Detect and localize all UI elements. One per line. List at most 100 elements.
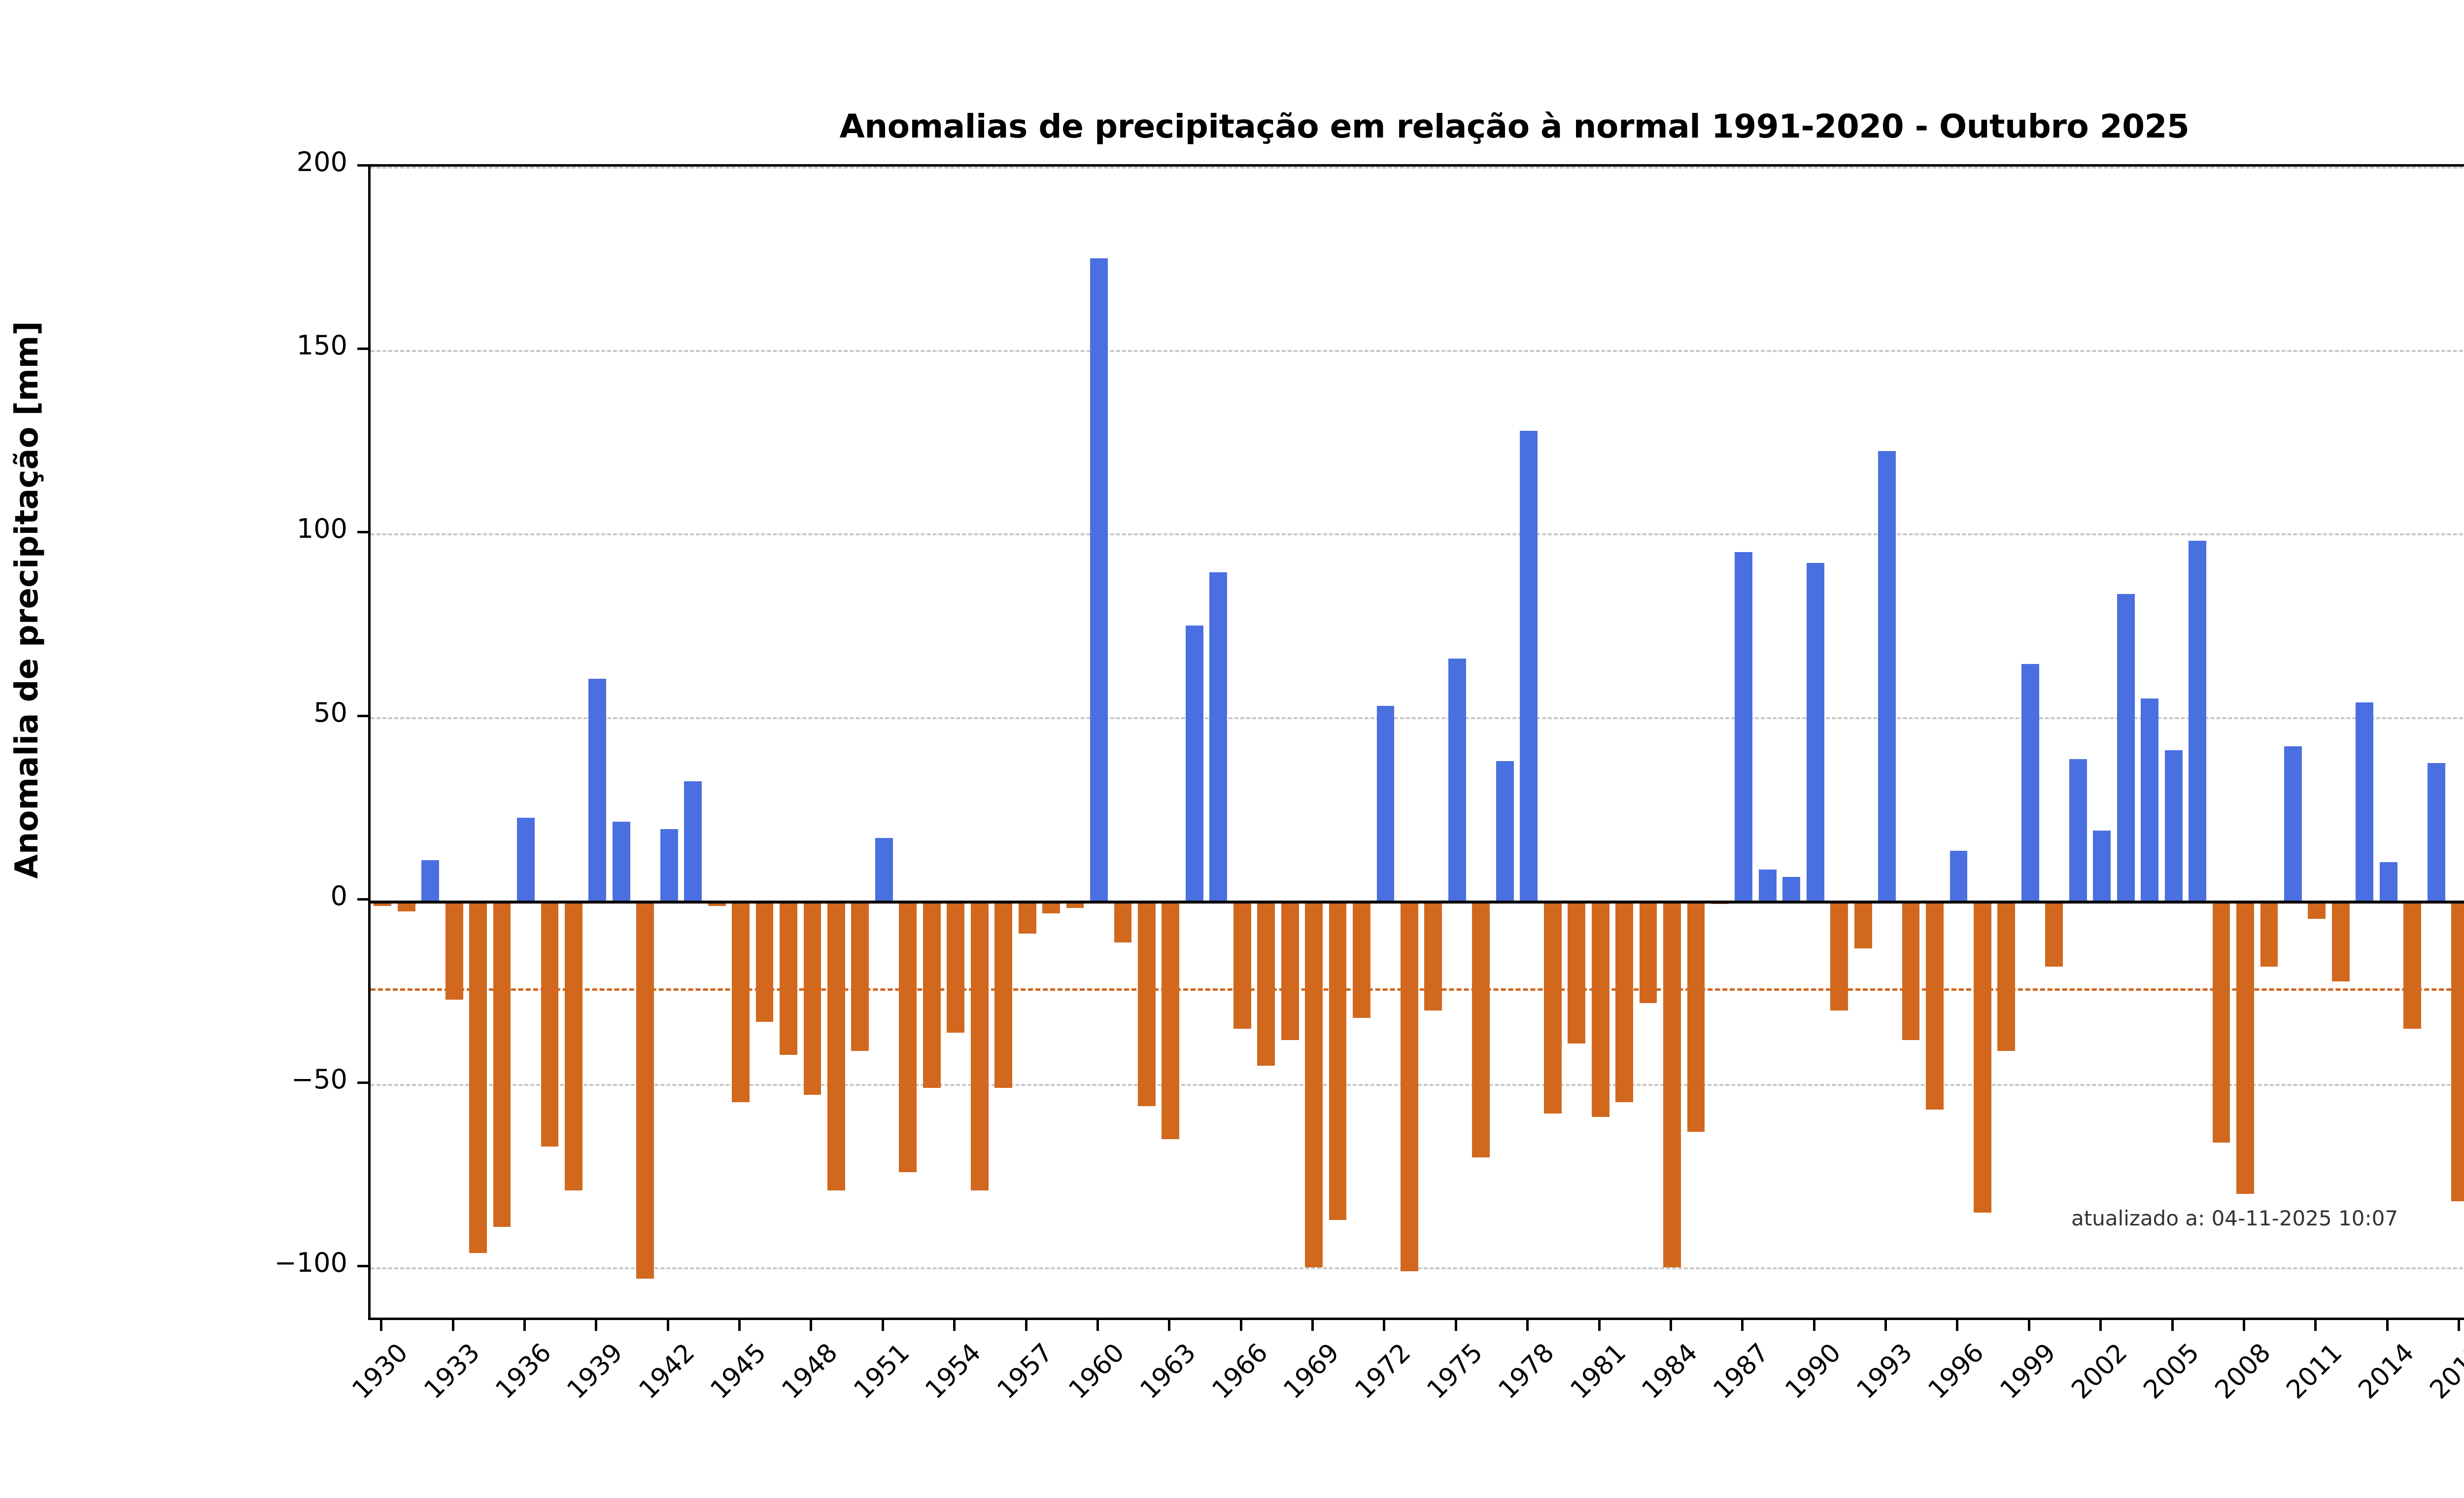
bar-1983[interactable] [1639, 900, 1657, 1004]
x-tick-mark-1996 [1956, 1320, 1959, 1331]
y-tick-label-200: 200 [296, 146, 347, 177]
bar-2011[interactable] [2308, 900, 2326, 919]
bar-1995[interactable] [1926, 900, 1944, 1110]
bar-1948[interactable] [803, 900, 821, 1095]
bar-1953[interactable] [923, 900, 941, 1088]
bar-2015[interactable] [2403, 900, 2422, 1029]
bar-1977[interactable] [1496, 761, 1514, 901]
bar-1981[interactable] [1591, 900, 1609, 1117]
bar-1947[interactable] [780, 900, 797, 1055]
bar-1933[interactable] [445, 900, 463, 1000]
bar-2003[interactable] [2117, 594, 2135, 901]
bar-2007[interactable] [2212, 900, 2230, 1143]
x-tick-mark-1984 [1669, 1320, 1672, 1331]
bar-2006[interactable] [2189, 541, 2206, 901]
bar-2002[interactable] [2093, 831, 2111, 901]
bar-2000[interactable] [2045, 900, 2063, 967]
bar-1954[interactable] [947, 900, 965, 1033]
mean-anomaly-label: -23.9mm [2453, 1000, 2464, 1027]
bar-1949[interactable] [827, 900, 845, 1190]
y-tick-label-0: 0 [330, 880, 347, 911]
bar-1945[interactable] [732, 900, 750, 1103]
x-tick-mark-1951 [881, 1320, 884, 1331]
bar-1987[interactable] [1735, 552, 1753, 901]
bar-1964[interactable] [1185, 625, 1203, 901]
bar-1980[interactable] [1568, 900, 1586, 1044]
bar-2014[interactable] [2379, 862, 2397, 901]
y-tick-label-50: 50 [313, 697, 347, 728]
bar-1937[interactable] [541, 900, 559, 1147]
x-tick-mark-2002 [2099, 1320, 2102, 1331]
mean-anomaly-line [371, 988, 2464, 991]
bar-1962[interactable] [1137, 900, 1156, 1106]
bar-1960[interactable] [1090, 258, 1108, 901]
bar-1950[interactable] [851, 900, 869, 1051]
bar-1936[interactable] [517, 818, 535, 901]
bar-1970[interactable] [1329, 900, 1347, 1220]
bar-2001[interactable] [2069, 759, 2087, 901]
x-tick-mark-1987 [1741, 1320, 1744, 1331]
bar-1963[interactable] [1162, 900, 1180, 1139]
bar-1993[interactable] [1878, 451, 1896, 901]
bar-1942[interactable] [660, 829, 678, 901]
x-tick-mark-1963 [1168, 1320, 1171, 1331]
x-tick-mark-1972 [1383, 1320, 1386, 1331]
bar-1932[interactable] [421, 860, 440, 901]
bar-1979[interactable] [1543, 900, 1562, 1114]
bar-2008[interactable] [2236, 900, 2254, 1194]
y-tick-mark--50 [357, 1081, 368, 1084]
bar-1988[interactable] [1758, 869, 1777, 901]
bar-1992[interactable] [1854, 900, 1872, 948]
bar-1967[interactable] [1257, 900, 1275, 1066]
y-tick-mark-200 [357, 164, 368, 167]
bar-1951[interactable] [875, 838, 893, 901]
bar-1956[interactable] [994, 900, 1013, 1088]
bar-2012[interactable] [2331, 900, 2350, 981]
bar-2016[interactable] [2427, 763, 2445, 901]
bar-1971[interactable] [1353, 900, 1370, 1018]
bar-1999[interactable] [2021, 663, 2039, 901]
bar-1935[interactable] [493, 900, 511, 1227]
bar-1968[interactable] [1281, 900, 1299, 1040]
bar-1974[interactable] [1424, 900, 1442, 1011]
bar-1943[interactable] [684, 781, 702, 901]
bar-1982[interactable] [1615, 900, 1633, 1103]
bar-2017[interactable] [2451, 900, 2464, 1202]
bar-1985[interactable] [1687, 900, 1705, 1132]
bar-2010[interactable] [2284, 746, 2302, 901]
bar-1973[interactable] [1401, 900, 1418, 1271]
zero-line [371, 900, 2464, 904]
bar-1938[interactable] [564, 900, 582, 1190]
bar-1996[interactable] [1950, 851, 1968, 901]
bar-2004[interactable] [2141, 698, 2159, 901]
bar-2013[interactable] [2356, 702, 2374, 901]
x-tick-mark-1993 [1884, 1320, 1887, 1331]
bar-1976[interactable] [1472, 900, 1490, 1157]
bar-1952[interactable] [899, 900, 917, 1172]
bar-1957[interactable] [1018, 900, 1036, 934]
bar-1969[interactable] [1305, 900, 1323, 1268]
bar-1994[interactable] [1902, 900, 1920, 1040]
bar-1939[interactable] [588, 678, 607, 901]
bar-1997[interactable] [1974, 900, 1991, 1213]
x-tick-mark-1969 [1311, 1320, 1314, 1331]
bar-1965[interactable] [1209, 572, 1228, 901]
bar-1966[interactable] [1233, 900, 1251, 1029]
bar-1941[interactable] [636, 900, 654, 1279]
bar-1991[interactable] [1830, 900, 1848, 1011]
bar-1998[interactable] [1997, 900, 2016, 1051]
bar-1984[interactable] [1663, 900, 1681, 1268]
bar-1946[interactable] [755, 900, 774, 1022]
bar-1961[interactable] [1114, 900, 1132, 943]
bar-2009[interactable] [2260, 900, 2278, 967]
bar-1940[interactable] [612, 821, 630, 901]
bar-1934[interactable] [469, 900, 487, 1253]
bar-1978[interactable] [1520, 431, 1538, 901]
bar-1975[interactable] [1448, 658, 1466, 901]
bar-1955[interactable] [970, 900, 989, 1190]
bar-1972[interactable] [1376, 706, 1395, 901]
bar-1990[interactable] [1806, 563, 1824, 901]
bar-2005[interactable] [2164, 750, 2183, 901]
bar-1989[interactable] [1782, 876, 1801, 901]
